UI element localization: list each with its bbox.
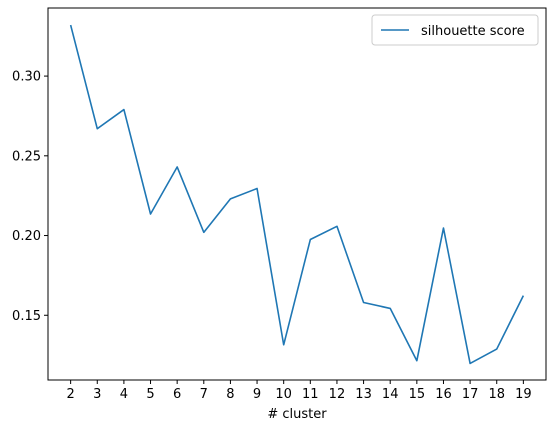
plot-area: 2 3 4 5 6 7 8 9 10 11 12 13 14 15 16 17 18 19 0.15 0.20 0.2… — [12, 7, 547, 402]
x-tick-label: 12 — [329, 387, 346, 402]
legend-box — [371, 14, 539, 46]
x-tick-label: 4 — [120, 387, 128, 402]
x-tick-label: 2 — [66, 387, 74, 402]
x-tick-label: 7 — [200, 387, 208, 402]
x-tick-label: 9 — [253, 387, 261, 402]
series-line — [69, 24, 525, 365]
x-tick-label: 19 — [515, 387, 532, 402]
y-tick-label: 0.25 — [12, 149, 41, 164]
y-tick-label: 0.30 — [12, 70, 41, 85]
x-axis-label: # cluster — [267, 407, 327, 422]
x-tick-label: 17 — [462, 387, 479, 402]
y-tick-label: 0.15 — [12, 309, 41, 324]
x-axis: 2 3 4 5 6 7 8 9 10 11 12 13 14 15 16 17 18 19 — [66, 380, 532, 402]
x-tick-label: 8 — [226, 387, 234, 402]
series-layer — [69, 24, 525, 365]
x-tick-label: 3 — [93, 387, 101, 402]
x-tick-label: 15 — [409, 387, 426, 402]
axes-frame — [47, 7, 547, 381]
y-axis: 0.15 0.20 0.25 0.30 — [12, 70, 48, 324]
x-tick-label: 13 — [355, 387, 372, 402]
y-tick-label: 0.20 — [12, 229, 41, 244]
x-tick-label: 6 — [173, 387, 181, 402]
x-tick-label: 11 — [302, 387, 319, 402]
x-tick-label: 16 — [435, 387, 452, 402]
x-tick-label: 14 — [382, 387, 399, 402]
x-tick-label: 10 — [275, 387, 292, 402]
legend: silhouette score — [371, 14, 539, 46]
legend-label: silhouette score — [421, 24, 525, 39]
x-tick-label: 18 — [488, 387, 505, 402]
x-tick-label: 5 — [146, 387, 154, 402]
